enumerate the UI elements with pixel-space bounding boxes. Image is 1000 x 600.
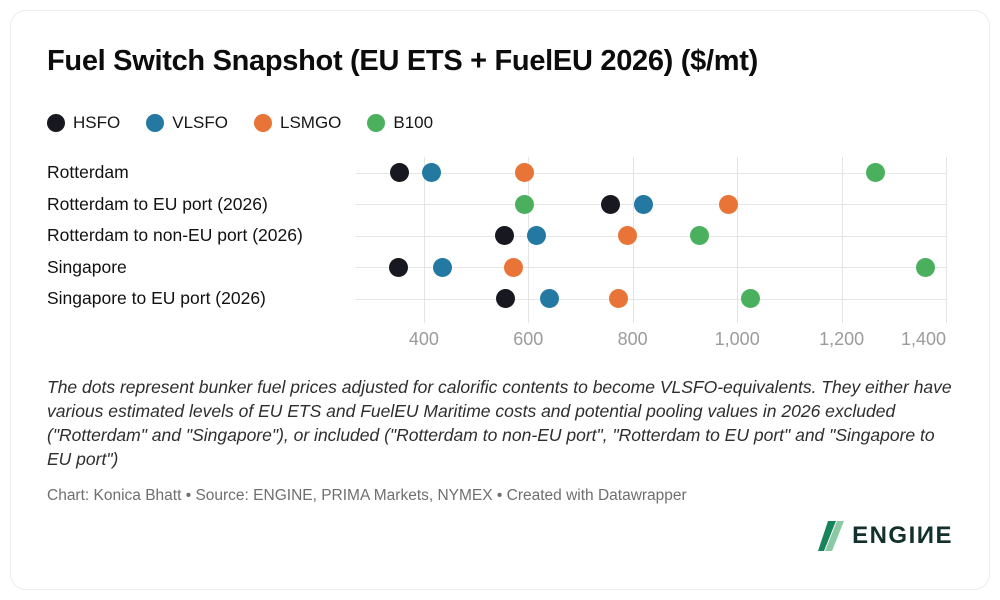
gridline-1200 bbox=[841, 157, 843, 323]
dot-hsfo-singapore-to-eu-port-2026 bbox=[495, 289, 515, 309]
row-label-singapore-to-eu-port-2026: Singapore to EU port (2026) bbox=[47, 288, 266, 309]
dot-lsmgo-singapore bbox=[503, 257, 523, 277]
dot-lsmgo-rotterdam-to-non-eu-port-2026 bbox=[618, 226, 637, 246]
x-tick-1000: 1,000 bbox=[714, 328, 760, 349]
legend-label-hsfo: HSFO bbox=[73, 113, 121, 132]
dot-b100-singapore-to-eu-port-2026 bbox=[740, 289, 760, 309]
row-baseline-singapore-to-eu-port-2026 bbox=[356, 298, 946, 300]
row-label-singapore: Singapore bbox=[47, 256, 127, 277]
legend-item-lsmgo: LSMGO bbox=[253, 113, 342, 133]
dot-hsfo-rotterdam-to-eu-port-2026 bbox=[600, 194, 620, 214]
dot-vlsfo-rotterdam-to-eu-port-2026 bbox=[633, 194, 653, 214]
dot-plot: Rotterdam Rotterdam to EU port (2026) Rott… bbox=[47, 157, 955, 353]
legend-label-b100: B100 bbox=[393, 113, 434, 132]
legend-item-b100: B100 bbox=[367, 113, 433, 133]
dot-vlsfo-singapore bbox=[433, 257, 453, 277]
engine-bolt-icon bbox=[818, 521, 845, 551]
dot-lsmgo-rotterdam bbox=[514, 163, 534, 183]
legend-item-hsfo: HSFO bbox=[47, 113, 120, 133]
legend-item-vlsfo: VLSFO bbox=[146, 113, 228, 133]
engine-logo-text: ENGIИE bbox=[852, 522, 953, 549]
chart-attribution: Chart: Konica Bhatt • Source: ENGINE, PR… bbox=[47, 487, 687, 504]
dot-hsfo-singapore bbox=[389, 257, 409, 277]
x-tick-400: 400 bbox=[408, 328, 439, 349]
row-baseline-rotterdam bbox=[356, 172, 946, 174]
legend-dot-hsfo bbox=[47, 114, 65, 132]
dot-vlsfo-singapore-to-eu-port-2026 bbox=[539, 289, 559, 309]
row-label-rotterdam-to-non-eu-port-2026: Rotterdam to non-EU port (2026) bbox=[47, 225, 303, 246]
dot-b100-rotterdam-to-non-eu-port-2026 bbox=[689, 226, 709, 246]
plot-area: 400 600 800 1,000 1,200 1,400 bbox=[356, 157, 947, 349]
legend-dot-lsmgo bbox=[253, 114, 272, 132]
legend-label-lsmgo: LSMGO bbox=[279, 113, 342, 132]
row-baseline-singapore bbox=[356, 267, 946, 269]
dot-b100-singapore bbox=[915, 257, 935, 277]
chart-title: Fuel Switch Snapshot (EU ETS + FuelEU 20… bbox=[47, 45, 758, 77]
legend-label-vlsfo: VLSFO bbox=[172, 113, 228, 132]
row-baseline-rotterdam-to-non-eu-port-2026 bbox=[356, 235, 946, 237]
dot-vlsfo-rotterdam bbox=[422, 163, 442, 183]
legend-dot-b100 bbox=[367, 114, 386, 132]
x-tick-1400: 1,400 bbox=[900, 328, 946, 349]
x-tick-800: 800 bbox=[617, 328, 648, 349]
dot-b100-rotterdam bbox=[865, 163, 885, 183]
x-tick-1200: 1,200 bbox=[819, 328, 865, 349]
gridline-400 bbox=[423, 157, 425, 323]
row-label-rotterdam-to-eu-port-2026: Rotterdam to EU port (2026) bbox=[47, 193, 268, 214]
chart-card: Fuel Switch Snapshot (EU ETS + FuelEU 20… bbox=[10, 10, 990, 590]
gridline-1400 bbox=[946, 157, 947, 323]
dot-hsfo-rotterdam bbox=[389, 163, 409, 183]
dot-lsmgo-rotterdam-to-eu-port-2026 bbox=[719, 194, 739, 214]
legend-dot-vlsfo bbox=[146, 114, 165, 132]
row-label-rotterdam: Rotterdam bbox=[47, 162, 129, 183]
dot-hsfo-rotterdam-to-non-eu-port-2026 bbox=[494, 226, 514, 246]
engine-logo: ENGIИE bbox=[818, 521, 953, 551]
dot-lsmgo-singapore-to-eu-port-2026 bbox=[608, 289, 628, 309]
legend: HSFO VLSFO LSMGO B100 bbox=[47, 113, 433, 133]
dot-vlsfo-rotterdam-to-non-eu-port-2026 bbox=[526, 226, 546, 246]
dot-b100-rotterdam-to-eu-port-2026 bbox=[515, 194, 535, 214]
gridline-1000 bbox=[737, 157, 739, 323]
x-tick-600: 600 bbox=[513, 328, 544, 349]
chart-footnote: The dots represent bunker fuel prices ad… bbox=[47, 377, 952, 469]
